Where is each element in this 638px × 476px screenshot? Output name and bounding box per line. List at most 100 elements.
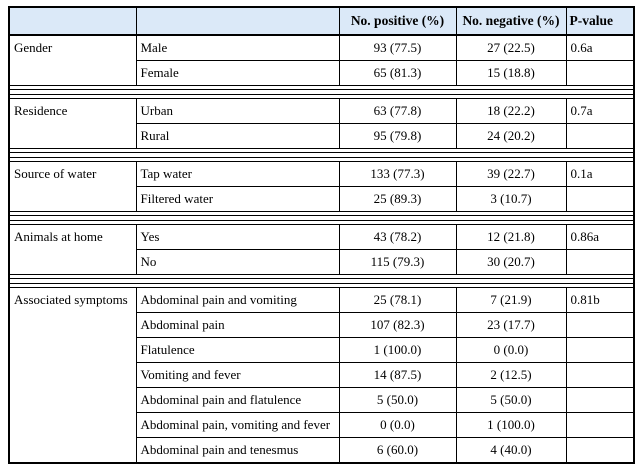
table-row: Gender Male 93 (77.5) 27 (22.5) 0.6a xyxy=(8,34,635,86)
positive-cell: 0 (0.0) xyxy=(338,412,457,438)
negative-cell: 23 (17.7) xyxy=(455,312,567,338)
positive-cell: 63 (77.8) xyxy=(338,98,457,124)
positive-cell: 93 (77.5) xyxy=(338,34,457,61)
category-cell: Source of water xyxy=(8,161,137,212)
table-row: Female 65 (81.3) 15 (18.8) xyxy=(9,60,635,86)
table-row: Abdominal pain and flatulence 5 (50.0) 5 (… xyxy=(9,387,635,413)
table-row: Associated symptoms Abdominal pain and vo… xyxy=(8,287,635,464)
table-row: Residence Urban 63 (77.8) 18 (22.2) 0.7a xyxy=(8,98,635,149)
label-cell: Abdominal pain and vomiting xyxy=(135,287,340,313)
negative-cell: 3 (10.7) xyxy=(455,186,567,212)
double-rule xyxy=(10,89,633,95)
section-separator-cell xyxy=(8,211,635,225)
positive-cell: 6 (60.0) xyxy=(338,437,457,464)
double-rule xyxy=(10,152,633,158)
table-row: Abdominal pain, vomiting and fever 0 (0.0… xyxy=(9,412,635,438)
positive-cell: 43 (78.2) xyxy=(338,224,457,250)
pvalue-cell xyxy=(565,312,635,338)
table-body: Gender Male 93 (77.5) 27 (22.5) 0.6a Female 65… xyxy=(8,34,635,464)
positive-cell: 14 (87.5) xyxy=(338,362,457,388)
table-row: No 115 (79.3) 30 (20.7) xyxy=(9,249,635,275)
label-cell: Abdominal pain and flatulence xyxy=(135,387,340,413)
negative-cell: 15 (18.8) xyxy=(455,60,567,86)
positive-cell: 107 (82.3) xyxy=(338,312,457,338)
positive-cell: 25 (89.3) xyxy=(338,186,457,212)
double-rule xyxy=(10,278,633,284)
table-row: Source of water Tap water 133 (77.3) 39 (22… xyxy=(8,161,635,212)
category-cell: Animals at home xyxy=(8,224,137,275)
positive-cell: 5 (50.0) xyxy=(338,387,457,413)
pvalue-cell: 0.7a xyxy=(565,98,635,124)
label-cell: Tap water xyxy=(135,161,340,187)
label-cell: Filtered water xyxy=(135,186,340,212)
pvalue-cell: 0.6a xyxy=(565,34,635,61)
section-separator xyxy=(8,148,635,162)
pvalue-cell: 0.81b xyxy=(565,287,635,313)
negative-cell: 27 (22.5) xyxy=(455,34,567,61)
negative-cell: 1 (100.0) xyxy=(455,412,567,438)
negative-cell: 5 (50.0) xyxy=(455,387,567,413)
label-cell: Male xyxy=(135,34,340,61)
table-row: Flatulence 1 (100.0) 0 (0.0) xyxy=(9,337,635,363)
double-rule xyxy=(10,215,633,221)
category-cell: Gender xyxy=(8,34,137,86)
negative-cell: 4 (40.0) xyxy=(455,437,567,464)
section-separator-cell xyxy=(8,274,635,288)
negative-cell: 30 (20.7) xyxy=(455,249,567,275)
table-row: Abdominal pain 107 (82.3) 23 (17.7) xyxy=(9,312,635,338)
negative-cell: 0 (0.0) xyxy=(455,337,567,363)
header-cell-category xyxy=(8,6,137,36)
header-cell-negative: No. negative (%) xyxy=(455,6,567,36)
table-row: Animals at home Yes 43 (78.2) 12 (21.8) 0.86… xyxy=(8,224,635,275)
header-cell-subcategory xyxy=(135,6,340,36)
pvalue-cell: 0.1a xyxy=(565,161,635,187)
label-cell: Abdominal pain xyxy=(135,312,340,338)
negative-cell: 2 (12.5) xyxy=(455,362,567,388)
section-separator xyxy=(8,274,635,288)
section-separator-cell xyxy=(8,85,635,99)
pvalue-cell xyxy=(565,362,635,388)
label-cell: Urban xyxy=(135,98,340,124)
results-table: No. positive (%) No. negative (%) P-valu… xyxy=(8,6,635,464)
header-cell-pvalue: P-value xyxy=(565,6,635,36)
positive-cell: 65 (81.3) xyxy=(338,60,457,86)
negative-cell: 24 (20.2) xyxy=(455,123,567,149)
header-row: No. positive (%) No. negative (%) P-valu… xyxy=(8,6,635,36)
pvalue-cell xyxy=(565,412,635,438)
pvalue-cell: 0.86a xyxy=(565,224,635,250)
label-cell: Yes xyxy=(135,224,340,250)
table-row: Rural 95 (79.8) 24 (20.2) xyxy=(9,123,635,149)
negative-cell: 18 (22.2) xyxy=(455,98,567,124)
label-cell: Vomiting and fever xyxy=(135,362,340,388)
pvalue-cell xyxy=(565,249,635,275)
label-cell: Flatulence xyxy=(135,337,340,363)
positive-cell: 25 (78.1) xyxy=(338,287,457,313)
pvalue-cell xyxy=(565,337,635,363)
category-cell: Associated symptoms xyxy=(8,287,137,464)
pvalue-cell xyxy=(565,387,635,413)
label-cell: No xyxy=(135,249,340,275)
negative-cell: 7 (21.9) xyxy=(455,287,567,313)
positive-cell: 1 (100.0) xyxy=(338,337,457,363)
section-separator xyxy=(8,211,635,225)
positive-cell: 115 (79.3) xyxy=(338,249,457,275)
negative-cell: 12 (21.8) xyxy=(455,224,567,250)
pvalue-cell xyxy=(565,60,635,86)
category-cell: Residence xyxy=(8,98,137,149)
positive-cell: 95 (79.8) xyxy=(338,123,457,149)
pvalue-cell xyxy=(565,186,635,212)
table-row: Abdominal pain and tenesmus 6 (60.0) 4 (40… xyxy=(9,437,635,464)
label-cell: Female xyxy=(135,60,340,86)
positive-cell: 133 (77.3) xyxy=(338,161,457,187)
section-separator xyxy=(8,85,635,99)
table-header: No. positive (%) No. negative (%) P-valu… xyxy=(8,6,635,36)
label-cell: Abdominal pain and tenesmus xyxy=(135,437,340,464)
table-row: Filtered water 25 (89.3) 3 (10.7) xyxy=(9,186,635,212)
label-cell: Rural xyxy=(135,123,340,149)
pvalue-cell xyxy=(565,123,635,149)
pvalue-cell xyxy=(565,437,635,464)
header-cell-positive: No. positive (%) xyxy=(338,6,457,36)
section-separator-cell xyxy=(8,148,635,162)
negative-cell: 39 (22.7) xyxy=(455,161,567,187)
